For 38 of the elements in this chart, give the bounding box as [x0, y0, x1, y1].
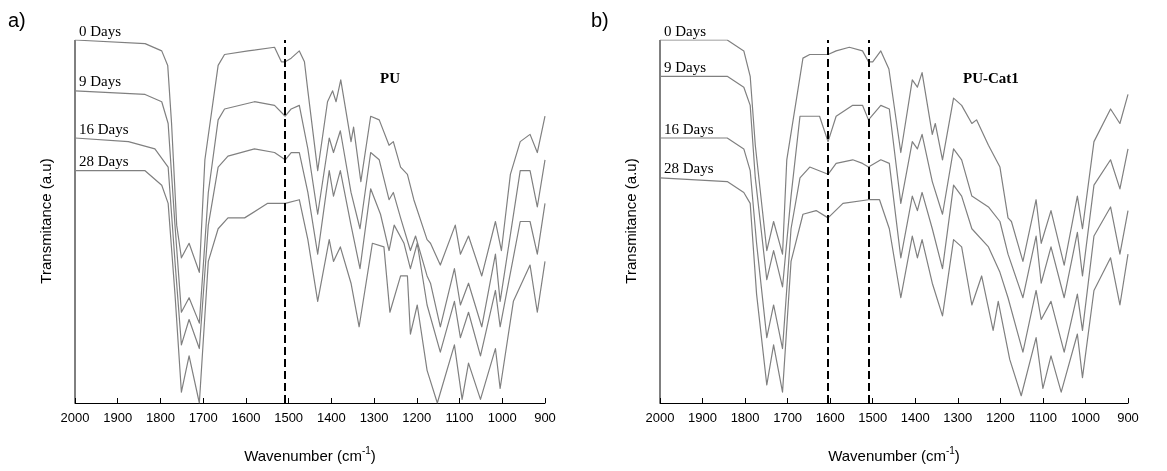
x-tick-label: 1400: [900, 410, 930, 425]
x-tick-label: 1300: [359, 410, 389, 425]
x-tick-label: 1500: [858, 410, 888, 425]
x-tick-label: 1000: [1070, 410, 1100, 425]
series-label: 0 Days: [664, 22, 707, 39]
x-tick-label: 1200: [402, 410, 432, 425]
y-axis-title: Transmitance (a.u): [621, 158, 639, 284]
x-tick-label: 2000: [645, 410, 675, 425]
text: b): [591, 9, 609, 31]
series-label: 28 Days: [79, 153, 129, 170]
series-label: 16 Days: [664, 120, 714, 137]
x-tick-label: 1900: [688, 410, 718, 425]
x-tick-label: 1300: [943, 410, 973, 425]
x-tick-label: 1200: [985, 410, 1015, 425]
x-tick-label: 1100: [1028, 410, 1057, 425]
x-tick-label: 1100: [445, 410, 474, 425]
series-label: 9 Days: [79, 73, 122, 90]
x-tick-label: 1600: [815, 410, 845, 425]
x-tick-label: 1900: [103, 410, 133, 425]
x-tick-label: 1700: [188, 410, 218, 425]
x-tick-label: 900: [534, 410, 556, 425]
series-label: 9 Days: [664, 58, 707, 75]
x-tick-label: 1700: [773, 410, 803, 425]
x-tick-label: 900: [1117, 410, 1139, 425]
y-axis-title: Transmitance (a.u): [36, 158, 54, 284]
x-tick-label: 1800: [730, 410, 760, 425]
series-label: 16 Days: [79, 120, 129, 137]
x-tick-label: 1800: [145, 410, 175, 425]
annotation: PU: [380, 69, 401, 86]
x-tick-label: 1000: [487, 410, 517, 425]
x-tick-label: 1600: [231, 410, 261, 425]
x-tick-label: 2000: [60, 410, 90, 425]
annotation: PU-Cat1: [963, 69, 1019, 86]
series-label: 28 Days: [664, 160, 714, 177]
series-label: 0 Days: [79, 22, 122, 39]
text: a): [8, 9, 26, 31]
x-tick-label: 1400: [316, 410, 346, 425]
x-tick-label: 1500: [274, 410, 304, 425]
